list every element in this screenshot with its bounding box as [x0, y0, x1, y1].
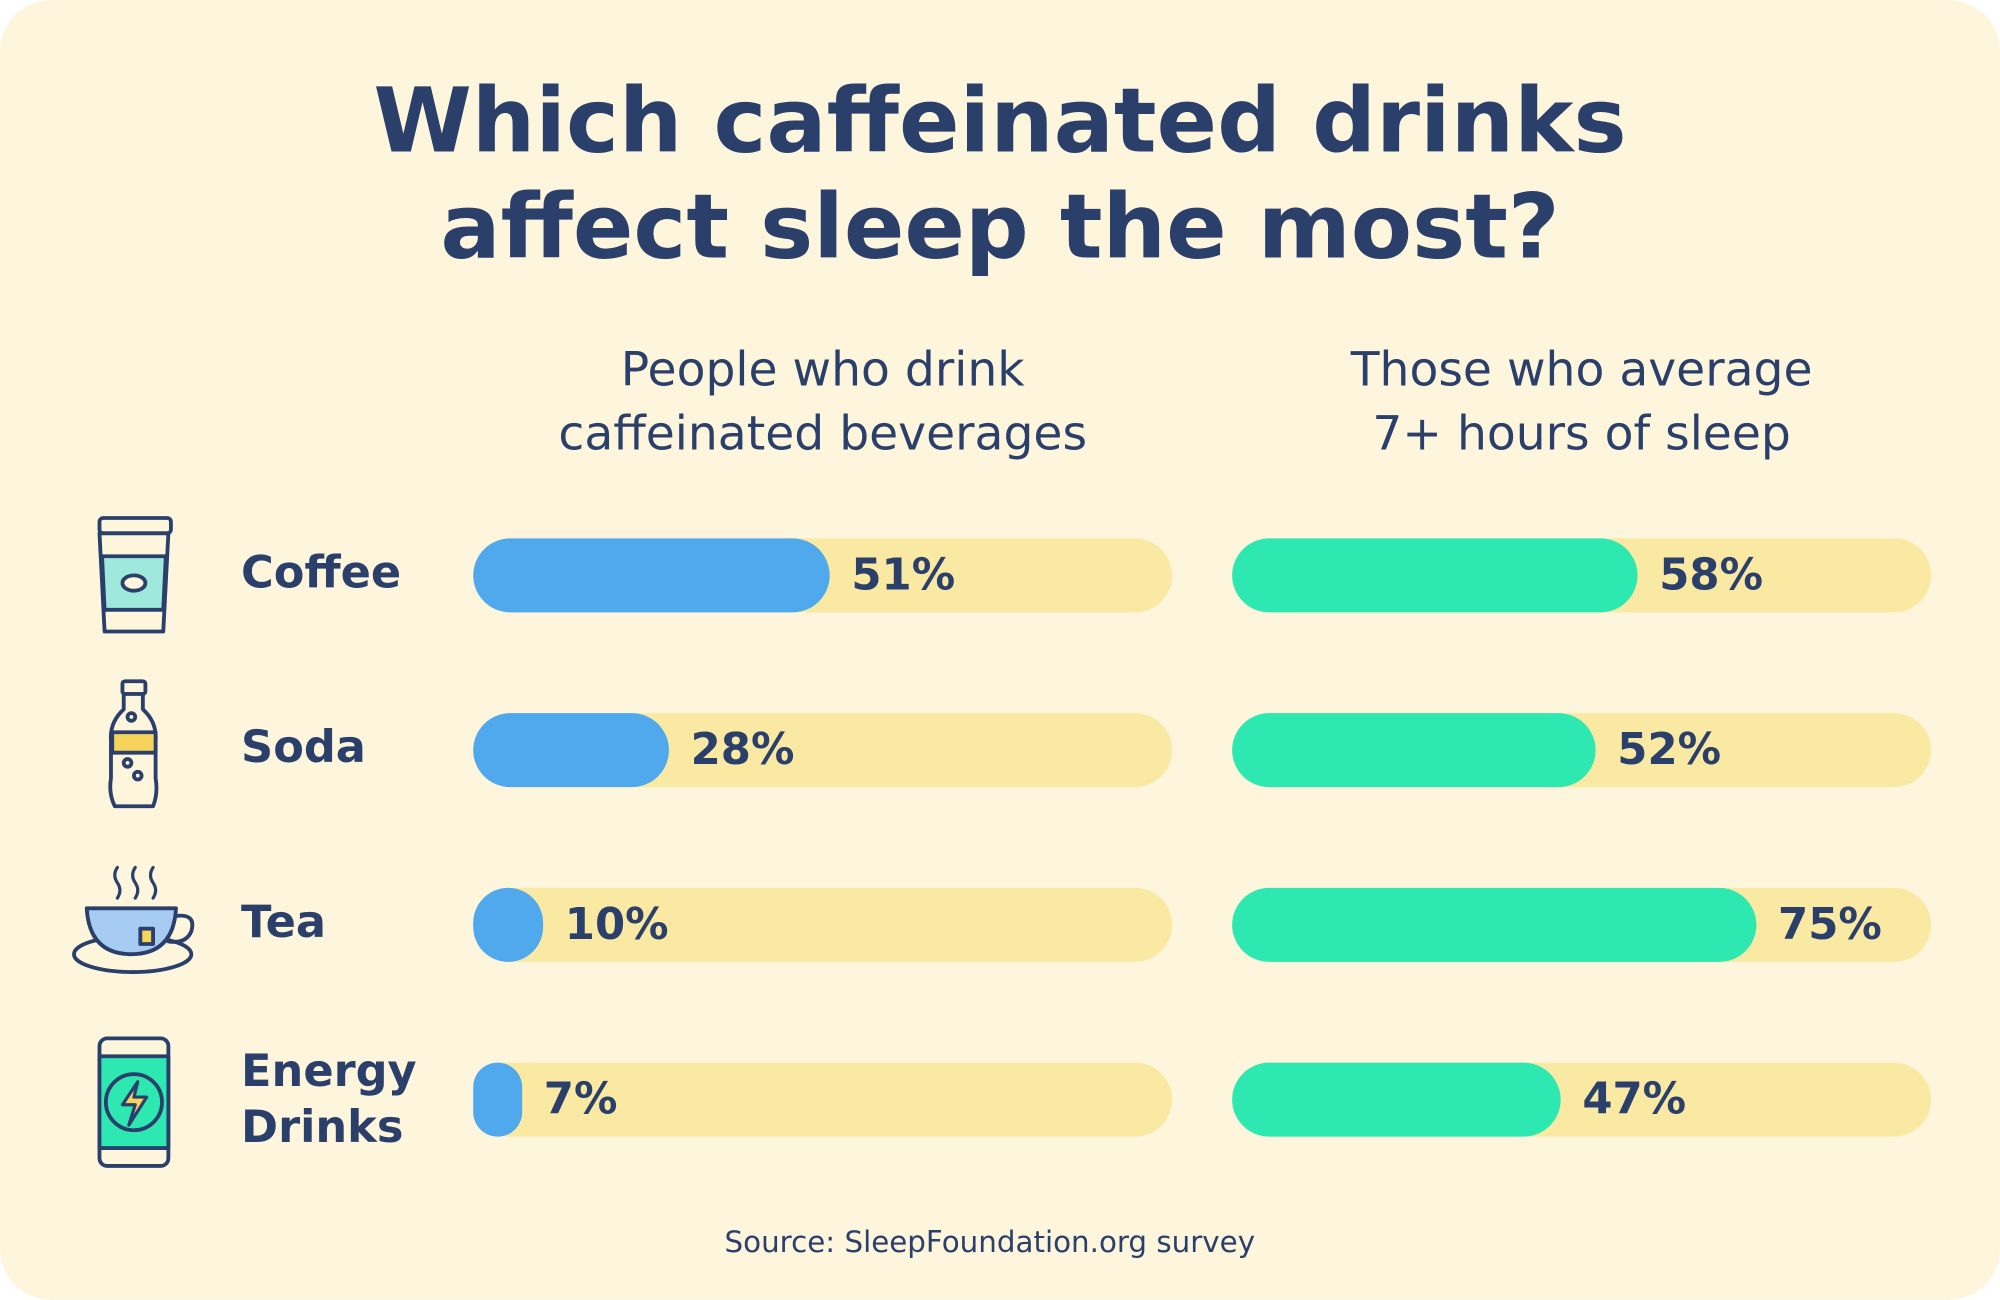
value-label: 7%: [544, 1075, 618, 1125]
column-header: Those who average 7+ hours of sleep: [1350, 343, 1813, 462]
tea-icon: [72, 865, 195, 974]
bar: [473, 713, 669, 788]
value-label: 58%: [1659, 550, 1763, 600]
bar-track: [473, 1062, 1173, 1137]
bar: [473, 887, 544, 962]
bar: [473, 538, 830, 613]
bar: [1232, 538, 1638, 613]
value-label: 28%: [691, 725, 795, 775]
soda-icon: [108, 679, 159, 809]
energy-drink-icon: [97, 1036, 171, 1168]
value-label: 75%: [1778, 900, 1882, 950]
bar: [1232, 887, 1757, 962]
title: Which caffeinated drinks affect sleep the…: [373, 70, 1626, 280]
value-label: 51%: [851, 550, 955, 600]
value-label: 47%: [1582, 1075, 1686, 1125]
coffee-icon: [97, 516, 173, 634]
source: Source: SleepFoundation.org survey: [725, 1225, 1256, 1259]
bar: [1232, 713, 1596, 788]
category-label: Soda: [241, 721, 366, 773]
category-label: Coffee: [241, 546, 401, 598]
value-label: 10%: [565, 900, 669, 950]
category-label: Energy Drinks: [241, 1045, 417, 1153]
category-label: Tea: [241, 896, 326, 948]
bar: [473, 1062, 523, 1137]
value-label: 52%: [1617, 725, 1721, 775]
bar: [1232, 1062, 1561, 1137]
bar-track: [473, 887, 1173, 962]
column-header: People who drink caffeinated beverages: [558, 343, 1087, 462]
